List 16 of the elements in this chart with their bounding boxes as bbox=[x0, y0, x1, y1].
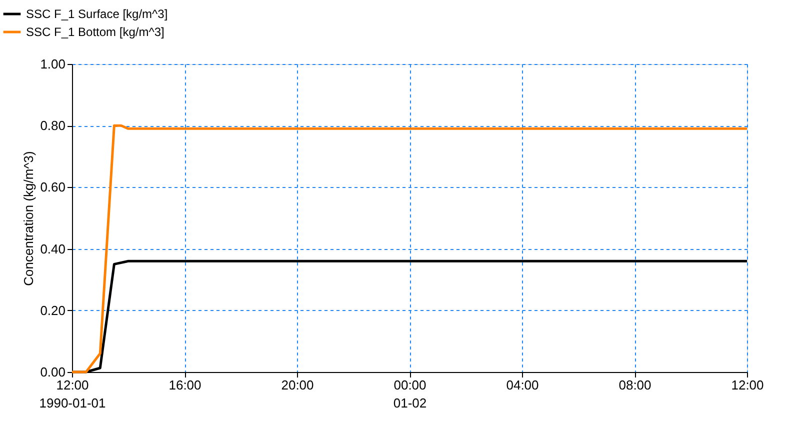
x-tick-label: 20:00 bbox=[281, 378, 314, 392]
x-tick-label: 16:00 bbox=[168, 378, 202, 392]
y-tick-label: 1.00 bbox=[40, 56, 66, 72]
y-tick-label: 0.20 bbox=[40, 302, 66, 318]
y-tick-label: 0.80 bbox=[40, 118, 66, 134]
legend-label: SSC F_1 Bottom [kg/m^3] bbox=[26, 25, 164, 39]
y-tick-label: 0.00 bbox=[40, 364, 66, 380]
legend-label: SSC F_1 Surface [kg/m^3] bbox=[26, 7, 168, 21]
x-tick-label: 04:00 bbox=[506, 378, 539, 392]
x-tick-label: 12:00 1990-01-01 bbox=[39, 378, 106, 410]
y-axis-title: Concentration (kg/m^3) bbox=[21, 151, 36, 286]
x-tick-label: 08:00 bbox=[618, 378, 652, 392]
y-tick-label: 0.40 bbox=[40, 241, 66, 256]
x-tick-label: 12:00 bbox=[731, 378, 764, 392]
x-tick-label: 00:00 01-02 bbox=[393, 378, 427, 410]
y-tick-label: 0.60 bbox=[40, 180, 66, 195]
